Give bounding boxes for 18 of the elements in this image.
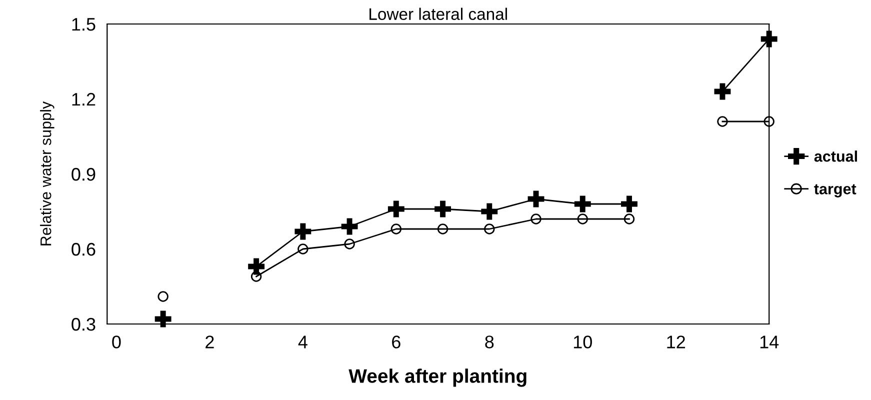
x-tick-label: 12 (667, 336, 685, 348)
y-axis-title: Relative water supply (40, 101, 54, 246)
y-tick-label: 0.9 (72, 168, 96, 181)
chart-title: Lower lateral canal (370, 8, 507, 20)
y-tick-label: 0.6 (72, 242, 96, 256)
x-tick-label: 10 (574, 336, 592, 348)
legend-label: target (814, 184, 856, 198)
legend-label: actual (814, 150, 857, 162)
x-axis-title: Week after planting (348, 368, 526, 387)
x-tick-label: 2 (206, 336, 214, 348)
x-tick-label: 14 (760, 336, 779, 348)
y-tick-label: 1.5 (72, 18, 96, 31)
x-tick-label: 6 (392, 336, 400, 348)
y-tick-label: 1.2 (72, 92, 96, 106)
x-tick-label: 4 (298, 336, 308, 348)
x-tick-label: 8 (485, 336, 494, 348)
x-tick-label: 0 (112, 336, 121, 348)
y-tick-label: 0.3 (72, 318, 96, 331)
